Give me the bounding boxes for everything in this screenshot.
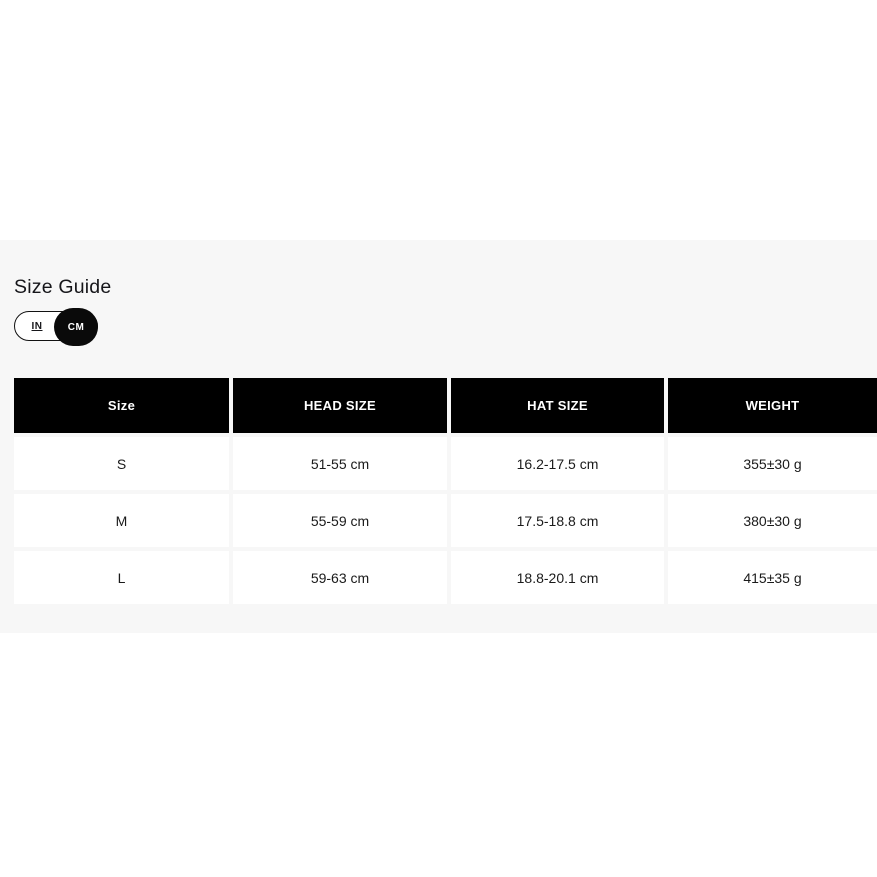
- cell-hat-size: 17.5-18.8 cm: [451, 494, 664, 547]
- cell-hat-size: 16.2-17.5 cm: [451, 437, 664, 490]
- size-guide-table: Size HEAD SIZE HAT SIZE WEIGHT S 51-55 c…: [14, 378, 877, 604]
- cell-head-size: 55-59 cm: [233, 494, 447, 547]
- header-cell-head-size: HEAD SIZE: [233, 378, 447, 433]
- unit-toggle-cm-button[interactable]: CM: [54, 308, 98, 346]
- header-cell-size: Size: [14, 378, 229, 433]
- header-cell-weight: WEIGHT: [668, 378, 877, 433]
- size-guide-section: Size Guide IN CM Size HEAD SIZE HAT SIZE…: [0, 240, 877, 633]
- cell-size: L: [14, 551, 229, 604]
- cell-size: S: [14, 437, 229, 490]
- unit-toggle[interactable]: IN CM: [14, 308, 98, 346]
- cell-head-size: 59-63 cm: [233, 551, 447, 604]
- header-cell-hat-size: HAT SIZE: [451, 378, 664, 433]
- cell-weight: 355±30 g: [668, 437, 877, 490]
- cell-weight: 380±30 g: [668, 494, 877, 547]
- cell-head-size: 51-55 cm: [233, 437, 447, 490]
- cell-size: M: [14, 494, 229, 547]
- unit-toggle-in-button[interactable]: IN: [15, 312, 59, 340]
- cell-weight: 415±35 g: [668, 551, 877, 604]
- size-guide-title: Size Guide: [14, 276, 112, 298]
- cell-hat-size: 18.8-20.1 cm: [451, 551, 664, 604]
